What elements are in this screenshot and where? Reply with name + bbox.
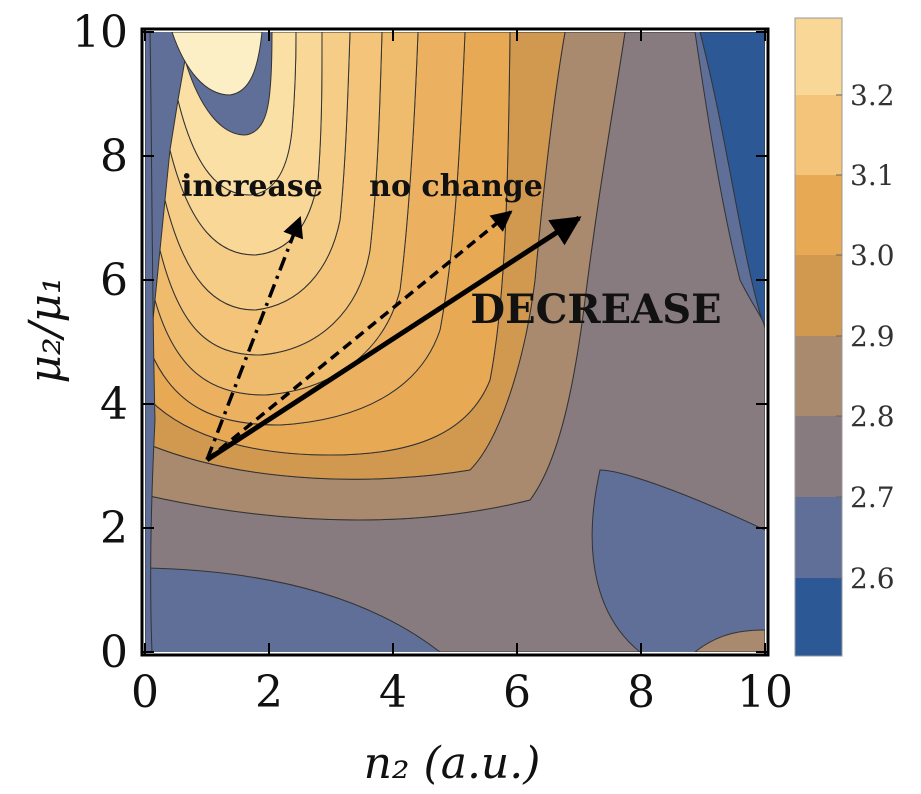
colorbar-tick-label: 2.7 — [850, 481, 895, 514]
x-tick-label: 2 — [255, 667, 283, 718]
colorbar-band — [795, 255, 842, 336]
y-tick-label: 2 — [100, 503, 128, 554]
colorbar-tick-label: 3.2 — [850, 79, 895, 112]
x-tick-label: 10 — [737, 667, 793, 718]
x-axis-tick-labels: 0 2 4 6 8 10 — [131, 667, 793, 718]
colorbar-tick-label: 2.6 — [850, 562, 895, 595]
y-axis-ticks — [142, 31, 768, 653]
y-axis-tick-labels: 0 2 4 6 8 10 — [72, 7, 128, 678]
y-tick-label: 0 — [100, 627, 128, 678]
colorbar-band — [795, 175, 842, 255]
plot-frame — [140, 27, 770, 657]
colorbar: 2.6 2.7 2.8 2.9 3.0 3.1 3.2 — [794, 17, 895, 657]
colorbar-band — [795, 497, 842, 578]
contour-plot — [145, 32, 765, 652]
arrow-no-change — [205, 210, 513, 462]
x-axis-title: n₂ (a.u.) — [364, 738, 541, 789]
colorbar-band — [795, 578, 842, 656]
arrow-decrease — [205, 215, 582, 462]
colorbar-band — [795, 416, 842, 497]
colorbar-tick-label: 3.0 — [850, 239, 895, 272]
annotation-decrease: DECREASE — [470, 286, 721, 333]
contour-band-2.8-corner — [694, 629, 765, 652]
x-tick-label: 0 — [131, 667, 159, 718]
colorbar-band — [795, 18, 842, 95]
contour-band-left-edge — [145, 32, 156, 652]
colorbar-band — [795, 336, 842, 416]
y-tick-label: 10 — [72, 7, 128, 58]
colorbar-tick-label: 2.8 — [850, 400, 895, 433]
x-tick-label: 4 — [379, 667, 407, 718]
x-tick-label: 8 — [627, 667, 655, 718]
y-tick-label: 8 — [100, 131, 128, 182]
colorbar-frame — [794, 17, 843, 657]
x-tick-label: 6 — [503, 667, 531, 718]
contour-band-3.35 — [177, 32, 297, 196]
y-axis-title: μ₂/μ₁ — [20, 276, 71, 383]
arrow-increase — [205, 216, 304, 461]
annotation-increase: increase — [181, 169, 323, 204]
y-tick-label: 4 — [100, 379, 128, 430]
contour-band-3.4 — [171, 32, 263, 96]
annotation-no-change: no change — [369, 169, 543, 204]
colorbar-tick-label: 3.1 — [850, 159, 895, 192]
colorbar-tick-label: 2.9 — [850, 320, 895, 353]
arrows — [205, 210, 582, 462]
colorbar-band — [795, 95, 842, 175]
y-tick-label: 6 — [100, 255, 128, 306]
